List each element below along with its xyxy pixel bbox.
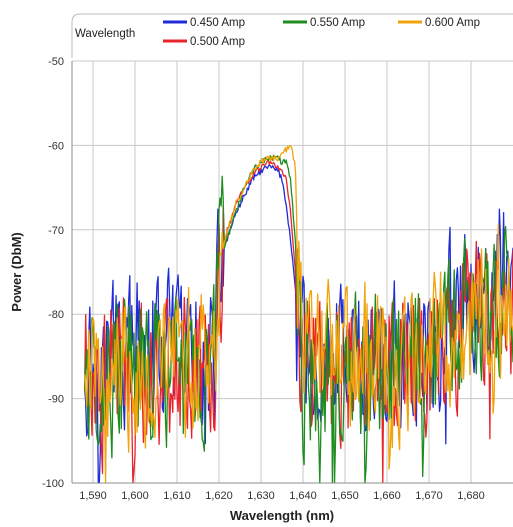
legend-frame <box>71 13 513 58</box>
x-axis-title: Wavelength (nm) <box>230 508 334 523</box>
x-tick-label: 1,620 <box>205 490 233 502</box>
series-line <box>83 144 513 484</box>
x-tick-label: 1,670 <box>415 490 443 502</box>
legend-label: 0.500 Amp <box>190 36 245 48</box>
legend-items: 0.450 Amp 0.500 Amp 0.550 Amp 0.600 Amp <box>163 17 480 48</box>
legend-label: 0.600 Amp <box>425 17 480 29</box>
y-tick-label: -50 <box>48 56 64 68</box>
x-tick-label: 1,650 <box>331 490 359 502</box>
legend-title: Wavelength <box>75 28 135 40</box>
x-tick-label: 1,600 <box>121 490 149 502</box>
legend-label: 0.550 Amp <box>310 17 365 29</box>
y-tick-label: -100 <box>42 478 64 490</box>
y-tick-label: -80 <box>48 309 64 321</box>
x-tick-label: 1,680 <box>457 490 485 502</box>
x-tick-label: 1,630 <box>247 490 275 502</box>
x-tick-label: 1,660 <box>373 490 401 502</box>
y-axis-title: Power (DbM) <box>9 232 24 311</box>
x-tick-label: 1,590 <box>79 490 107 502</box>
legend-label: 0.450 Amp <box>190 17 245 29</box>
axes: -50 -60 -70 -80 -90 -100 1,590 1,600 1,610 1,620 1… <box>42 56 513 502</box>
x-tick-label: 1,610 <box>163 490 191 502</box>
y-tick-label: -70 <box>48 225 64 237</box>
y-tick-label: -60 <box>48 140 64 152</box>
series-lines <box>83 144 513 484</box>
x-tick-label: 1,640 <box>289 490 317 502</box>
y-tick-label: -90 <box>48 394 64 406</box>
